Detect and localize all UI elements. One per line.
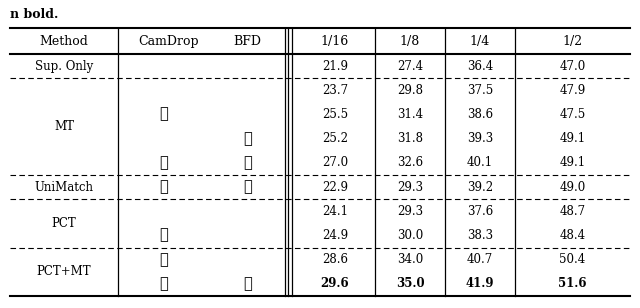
Text: ✓: ✓ bbox=[159, 156, 168, 170]
Text: 30.0: 30.0 bbox=[397, 229, 423, 242]
Text: 29.6: 29.6 bbox=[321, 278, 349, 290]
Text: 1/8: 1/8 bbox=[400, 34, 420, 47]
Text: 35.0: 35.0 bbox=[396, 278, 424, 290]
Text: 40.1: 40.1 bbox=[467, 156, 493, 169]
Text: 36.4: 36.4 bbox=[467, 60, 493, 73]
Text: MT: MT bbox=[54, 120, 74, 133]
Text: 32.6: 32.6 bbox=[397, 156, 423, 169]
Text: 49.1: 49.1 bbox=[559, 156, 586, 169]
Text: 24.1: 24.1 bbox=[322, 205, 348, 218]
Text: ✓: ✓ bbox=[159, 229, 168, 242]
Text: 28.6: 28.6 bbox=[322, 253, 348, 266]
Text: 49.0: 49.0 bbox=[559, 180, 586, 194]
Text: 34.0: 34.0 bbox=[397, 253, 423, 266]
Text: PCT+MT: PCT+MT bbox=[36, 265, 92, 278]
Text: 50.4: 50.4 bbox=[559, 253, 586, 266]
Text: 38.3: 38.3 bbox=[467, 229, 493, 242]
Text: 31.8: 31.8 bbox=[397, 132, 423, 145]
Text: 29.3: 29.3 bbox=[397, 180, 423, 194]
Text: CamDrop: CamDrop bbox=[139, 34, 199, 47]
Text: BFD: BFD bbox=[234, 34, 262, 47]
Text: 29.3: 29.3 bbox=[397, 205, 423, 218]
Text: 1/2: 1/2 bbox=[563, 34, 582, 47]
Text: 23.7: 23.7 bbox=[322, 84, 348, 97]
Text: 49.1: 49.1 bbox=[559, 132, 586, 145]
Text: ✓: ✓ bbox=[159, 180, 168, 194]
Text: 31.4: 31.4 bbox=[397, 108, 423, 121]
Text: ✓: ✓ bbox=[243, 180, 252, 194]
Text: 22.9: 22.9 bbox=[322, 180, 348, 194]
Text: PCT: PCT bbox=[52, 217, 76, 230]
Text: 1/4: 1/4 bbox=[470, 34, 490, 47]
Text: ✓: ✓ bbox=[243, 132, 252, 146]
Text: 37.6: 37.6 bbox=[467, 205, 493, 218]
Text: 51.6: 51.6 bbox=[558, 278, 587, 290]
Text: 25.5: 25.5 bbox=[322, 108, 348, 121]
Text: 37.5: 37.5 bbox=[467, 84, 493, 97]
Text: 21.9: 21.9 bbox=[322, 60, 348, 73]
Text: 24.9: 24.9 bbox=[322, 229, 348, 242]
Text: 27.4: 27.4 bbox=[397, 60, 423, 73]
Text: 39.3: 39.3 bbox=[467, 132, 493, 145]
Text: ✓: ✓ bbox=[159, 253, 168, 267]
Text: 29.8: 29.8 bbox=[397, 84, 423, 97]
Text: 41.9: 41.9 bbox=[466, 278, 494, 290]
Text: 47.5: 47.5 bbox=[559, 108, 586, 121]
Text: Method: Method bbox=[40, 34, 88, 47]
Text: 39.2: 39.2 bbox=[467, 180, 493, 194]
Text: 48.4: 48.4 bbox=[559, 229, 586, 242]
Text: 25.2: 25.2 bbox=[322, 132, 348, 145]
Text: ✓: ✓ bbox=[243, 277, 252, 291]
Text: ✓: ✓ bbox=[159, 277, 168, 291]
Text: n bold.: n bold. bbox=[10, 7, 58, 21]
Text: 1/16: 1/16 bbox=[321, 34, 349, 47]
Text: Sup. Only: Sup. Only bbox=[35, 60, 93, 73]
Text: 40.7: 40.7 bbox=[467, 253, 493, 266]
Text: 47.0: 47.0 bbox=[559, 60, 586, 73]
Text: ✓: ✓ bbox=[159, 107, 168, 121]
Text: 48.7: 48.7 bbox=[559, 205, 586, 218]
Text: 27.0: 27.0 bbox=[322, 156, 348, 169]
Text: 47.9: 47.9 bbox=[559, 84, 586, 97]
Text: ✓: ✓ bbox=[243, 156, 252, 170]
Text: UniMatch: UniMatch bbox=[35, 180, 93, 194]
Text: 38.6: 38.6 bbox=[467, 108, 493, 121]
